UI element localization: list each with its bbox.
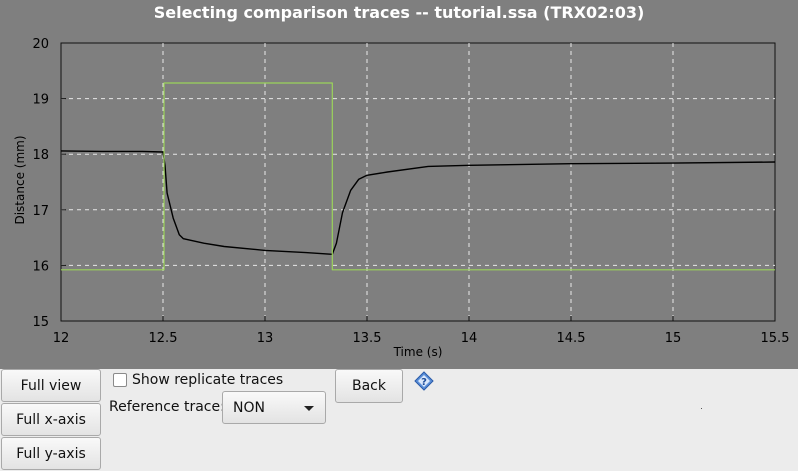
- decorative-dot: [701, 408, 702, 409]
- stimulus-trace-line[interactable]: [61, 82, 775, 271]
- grid: [61, 43, 775, 321]
- y-tick-label: 18: [32, 148, 49, 163]
- reference-trace-value: NON: [233, 399, 265, 416]
- y-tick-label: 16: [32, 259, 49, 274]
- x-tick-label: 12.5: [149, 331, 178, 346]
- plot-panel: Selecting comparison traces -- tutorial.…: [0, 0, 798, 369]
- back-button[interactable]: Back: [335, 369, 403, 403]
- x-tick-label: 15.5: [761, 331, 790, 346]
- series-group: [60, 82, 776, 271]
- y-tick-label: 20: [32, 37, 49, 52]
- y-tick-label: 19: [32, 93, 49, 108]
- distance-trace-line[interactable]: [60, 150, 776, 256]
- x-tick-label: 13.5: [353, 331, 382, 346]
- show-replicate-checkbox[interactable]: [113, 373, 127, 387]
- trace-plot[interactable]: Selecting comparison traces -- tutorial.…: [0, 0, 798, 369]
- full-x-axis-button[interactable]: Full x-axis: [1, 403, 101, 436]
- x-tick-label: 15: [665, 331, 682, 346]
- chart-title: Selecting comparison traces -- tutorial.…: [154, 3, 645, 22]
- x-axis-label: Time (s): [393, 345, 443, 359]
- chevron-down-icon: [304, 406, 314, 411]
- axis-ticks: 12 12.5 13 13.5 14 14.5 15 15.5 15 16 17 18 19 20: [32, 37, 789, 346]
- full-y-axis-button[interactable]: Full y-axis: [1, 437, 101, 470]
- show-replicate-label: Show replicate traces: [132, 372, 284, 388]
- x-tick-label: 12: [53, 331, 70, 346]
- full-view-button[interactable]: Full view: [1, 369, 101, 402]
- plot-area: [60, 42, 776, 322]
- x-tick-label: 13: [257, 331, 274, 346]
- y-tick-label: 15: [32, 315, 49, 330]
- x-tick-label: 14: [461, 331, 478, 346]
- reference-trace-select[interactable]: NON: [222, 391, 326, 424]
- x-tick-label: 14.5: [557, 331, 586, 346]
- reference-trace-label: Reference trace:: [109, 399, 225, 415]
- y-tick-label: 17: [32, 204, 49, 219]
- svg-text:?: ?: [421, 377, 427, 388]
- y-axis-label: Distance (mm): [13, 135, 27, 224]
- show-replicate-row: Show replicate traces: [113, 371, 283, 389]
- help-icon[interactable]: ?: [414, 371, 434, 391]
